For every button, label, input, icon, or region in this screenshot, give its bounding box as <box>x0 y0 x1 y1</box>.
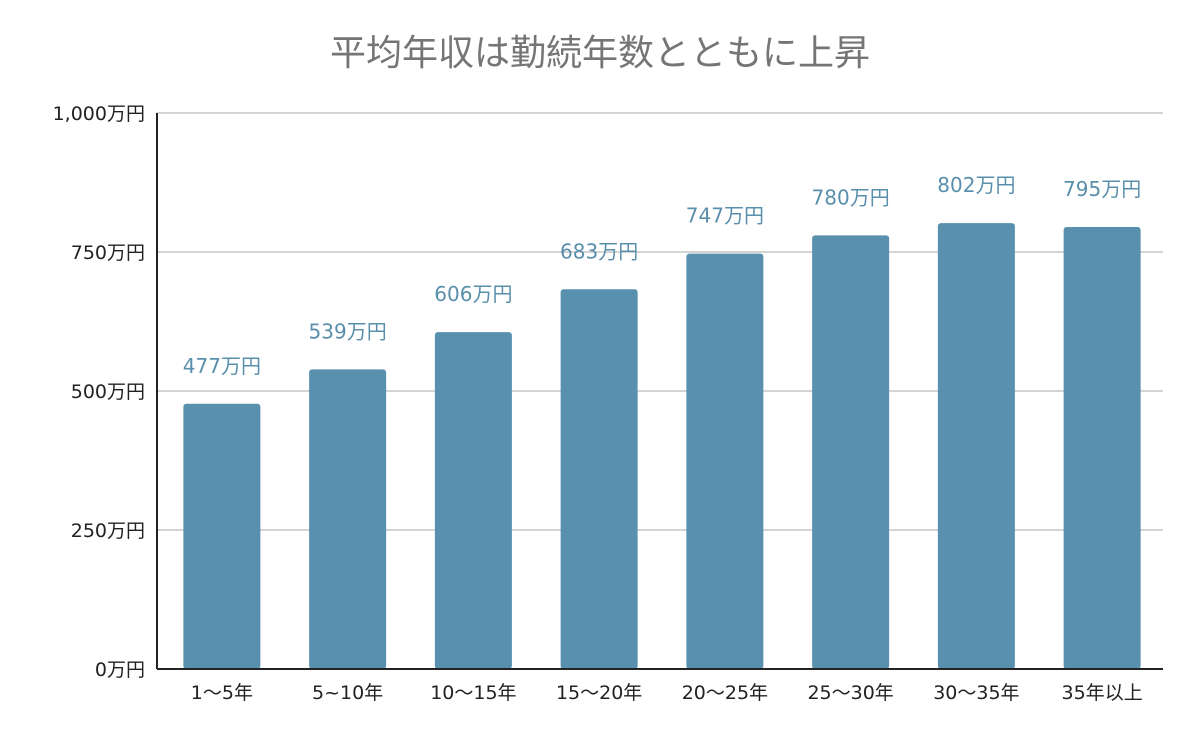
bar <box>183 403 261 669</box>
bar <box>1063 226 1141 670</box>
bar <box>560 289 638 669</box>
bar <box>686 253 764 669</box>
y-tick-label: 250万円 <box>71 520 145 542</box>
x-tick-label: 10～15年 <box>430 682 516 704</box>
data-labels: 477万円 539万円 606万円 683万円 747万円 780万円 802万円 795万円 <box>183 173 1141 378</box>
chart-title: 平均年収は勤続年数とともに上昇 <box>330 33 870 74</box>
bar-value-label: 539万円 <box>309 319 387 343</box>
y-tick-label: 500万円 <box>71 381 145 403</box>
bar-value-label: 747万円 <box>686 204 764 228</box>
bar-value-label: 606万円 <box>434 282 512 306</box>
x-tick-label: 20～25年 <box>682 682 768 704</box>
bar-value-label: 802万円 <box>937 173 1015 197</box>
bars <box>183 223 1141 670</box>
bar-value-label: 780万円 <box>812 185 890 209</box>
x-tick-label: 15～20年 <box>556 682 642 704</box>
bar <box>434 332 512 669</box>
y-tick-label: 750万円 <box>71 242 145 264</box>
x-tick-label: 1～5年 <box>191 682 253 704</box>
x-tick-label: 35年以上 <box>1062 682 1143 704</box>
y-tick-label: 0万円 <box>95 659 145 681</box>
bar-value-label: 795万円 <box>1063 177 1141 201</box>
bar <box>812 235 890 669</box>
x-tick-label: 30～35年 <box>933 682 1019 704</box>
bar-value-label: 477万円 <box>183 354 261 378</box>
y-tick-label: 1,000万円 <box>53 103 145 125</box>
bar <box>937 223 1015 669</box>
x-tick-label: 25～30年 <box>807 682 893 704</box>
x-axis-ticks: 1～5年 5~10年 10～15年 15～20年 20～25年 25～30年 30～35年 3… <box>191 682 1143 704</box>
bar <box>309 369 387 669</box>
bar-value-label: 683万円 <box>560 239 638 263</box>
x-tick-label: 5~10年 <box>312 682 383 704</box>
y-axis-ticks: 0万円 250万円 500万円 750万円 1,000万円 <box>53 103 145 681</box>
